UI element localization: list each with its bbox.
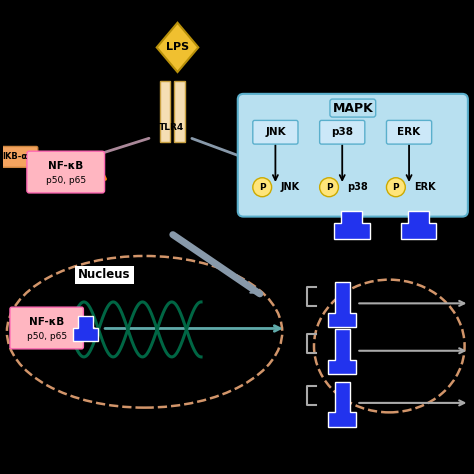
Polygon shape <box>157 23 198 72</box>
Text: LPS: LPS <box>166 42 189 53</box>
Circle shape <box>386 178 405 197</box>
Polygon shape <box>334 211 370 239</box>
FancyBboxPatch shape <box>319 120 365 144</box>
Text: TLR4: TLR4 <box>159 124 184 132</box>
FancyBboxPatch shape <box>160 81 171 142</box>
Text: IKB-α: IKB-α <box>2 153 27 161</box>
Text: p50, p65: p50, p65 <box>46 176 86 185</box>
Polygon shape <box>328 382 356 427</box>
Text: ERK: ERK <box>414 182 436 192</box>
Polygon shape <box>328 282 356 327</box>
FancyBboxPatch shape <box>174 81 184 142</box>
Text: p50, p65: p50, p65 <box>27 332 67 341</box>
Circle shape <box>319 178 338 197</box>
Text: JNK: JNK <box>280 182 299 192</box>
FancyBboxPatch shape <box>386 120 432 144</box>
Text: p38: p38 <box>331 127 353 137</box>
Text: P: P <box>326 183 332 191</box>
FancyBboxPatch shape <box>27 151 105 193</box>
Text: ERK: ERK <box>398 127 420 137</box>
Polygon shape <box>401 211 437 239</box>
FancyBboxPatch shape <box>0 146 38 167</box>
FancyBboxPatch shape <box>10 307 83 349</box>
Text: NF-κB: NF-κB <box>48 161 83 171</box>
Text: Nucleus: Nucleus <box>78 268 131 282</box>
Text: MAPK: MAPK <box>332 101 373 115</box>
Text: p38: p38 <box>347 182 368 192</box>
FancyBboxPatch shape <box>253 120 298 144</box>
Text: NF-κB: NF-κB <box>29 317 64 327</box>
Polygon shape <box>73 316 98 341</box>
Text: JNK: JNK <box>265 127 286 137</box>
Text: P: P <box>259 183 265 191</box>
Polygon shape <box>328 329 356 374</box>
Circle shape <box>253 178 272 197</box>
Text: P: P <box>392 183 399 191</box>
FancyBboxPatch shape <box>238 94 468 217</box>
